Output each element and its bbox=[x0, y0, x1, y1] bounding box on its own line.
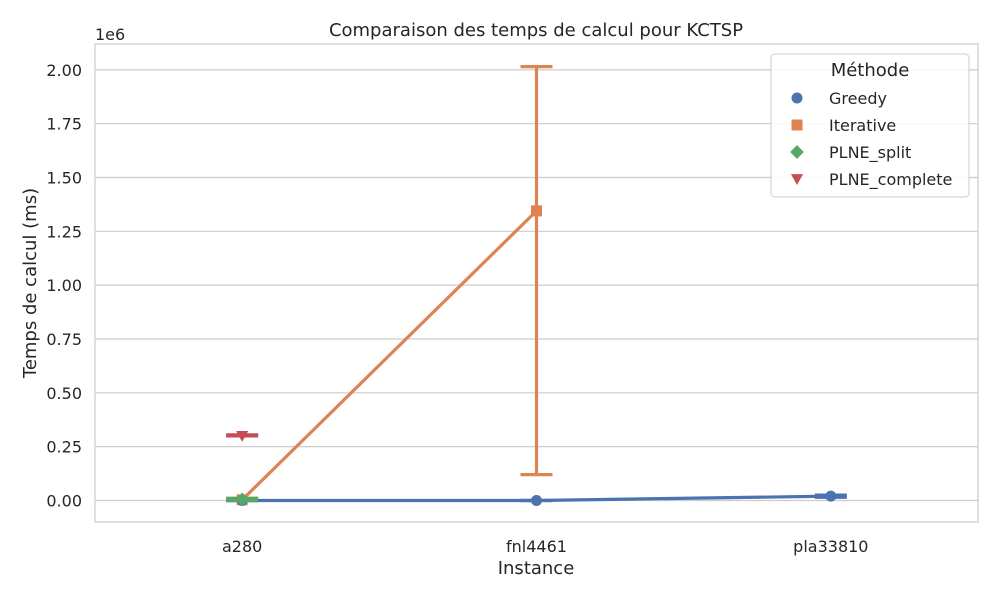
series-greedy bbox=[226, 490, 847, 506]
y-tick-label: 0.50 bbox=[46, 384, 82, 403]
y-tick-label: 0.25 bbox=[46, 438, 82, 457]
y-tick-label: 0.75 bbox=[46, 330, 82, 349]
legend-box bbox=[770, 53, 970, 198]
y-offset-text: 1e6 bbox=[95, 25, 125, 44]
legend-label-plne-complete: PLNE_complete bbox=[829, 170, 952, 190]
series-line-iterative bbox=[241, 209, 538, 501]
point-greedy-pla33810 bbox=[825, 490, 837, 502]
y-tick-labels: 0.00 0.25 0.50 0.75 1.00 1.25 1.50 1.75 2.00 bbox=[46, 61, 82, 511]
legend-label-greedy: Greedy bbox=[829, 89, 887, 108]
legend-marker-plne-complete bbox=[790, 174, 804, 186]
legend-items: Greedy Iterative PLNE_split PLNE_complete bbox=[790, 89, 952, 190]
series-plne-complete bbox=[226, 431, 259, 442]
legend-label-iterative: Iterative bbox=[829, 116, 896, 135]
x-tick-label-a280: a280 bbox=[222, 537, 262, 556]
chart-title: Comparaison des temps de calcul pour KCT… bbox=[329, 20, 743, 41]
x-tick-label-pla33810: pla33810 bbox=[793, 537, 868, 556]
y-tick-label: 2.00 bbox=[46, 61, 82, 80]
error-bar-iterative-fnl4461 bbox=[520, 65, 553, 477]
legend-item-plne-split: PLNE_split bbox=[790, 143, 911, 163]
y-tick-label: 1.50 bbox=[46, 168, 82, 187]
y-axis-label: Temps de calcul (ms) bbox=[20, 188, 41, 379]
point-iterative-fnl4461 bbox=[531, 205, 542, 217]
legend: Méthode Greedy Iterative PLNE_split PLNE_co… bbox=[770, 53, 970, 198]
legend-item-plne-complete: PLNE_complete bbox=[790, 170, 952, 190]
legend-item-greedy: Greedy bbox=[791, 89, 887, 108]
series-plne-split bbox=[226, 492, 259, 507]
series-iterative bbox=[226, 65, 553, 506]
legend-marker-iterative bbox=[791, 119, 803, 131]
point-plne-split-a280 bbox=[235, 492, 250, 507]
y-tick-label: 0.00 bbox=[46, 491, 82, 510]
x-tick-label-fnl4461: fnl4461 bbox=[506, 537, 567, 556]
plot-area-frame bbox=[94, 43, 979, 523]
x-tick-labels: a280 fnl4461 pla33810 bbox=[222, 537, 868, 556]
legend-marker-plne-split bbox=[790, 145, 804, 159]
point-plne-complete-a280 bbox=[236, 431, 249, 442]
legend-title: Méthode bbox=[831, 60, 910, 81]
legend-item-iterative: Iterative bbox=[791, 116, 896, 135]
legend-marker-greedy bbox=[791, 92, 803, 104]
legend-label-plne-split: PLNE_split bbox=[829, 143, 911, 163]
x-axis-label: Instance bbox=[498, 558, 575, 579]
point-greedy-fnl4461 bbox=[531, 494, 542, 506]
y-tick-label: 1.25 bbox=[46, 222, 82, 241]
y-tick-label: 1.75 bbox=[46, 115, 82, 134]
series-layer bbox=[226, 65, 847, 507]
y-tick-label: 1.00 bbox=[46, 276, 82, 295]
